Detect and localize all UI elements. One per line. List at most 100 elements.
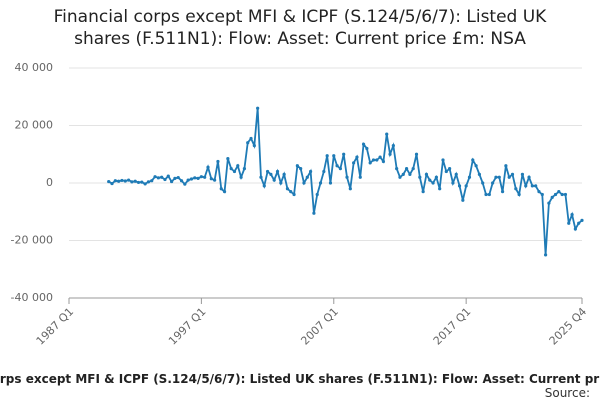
point: [120, 178, 124, 183]
x-tick-label: 1987 Q1: [34, 305, 77, 348]
point: [438, 187, 442, 191]
point: [487, 192, 491, 197]
point: [421, 190, 425, 194]
point: [497, 175, 501, 179]
point: [448, 167, 452, 171]
point: [348, 187, 352, 191]
point: [295, 164, 299, 168]
point: [530, 184, 534, 188]
point: [189, 177, 194, 181]
point: [411, 167, 415, 171]
point: [401, 172, 405, 176]
point: [557, 190, 561, 194]
point: [434, 175, 438, 179]
point: [282, 172, 286, 176]
point: [246, 141, 250, 145]
point: [491, 181, 495, 185]
point: [477, 172, 481, 176]
point: [524, 184, 528, 188]
point: [117, 179, 121, 183]
point: [570, 213, 574, 217]
point: [378, 155, 382, 159]
point: [510, 172, 515, 176]
point: [385, 132, 389, 136]
point: [381, 159, 386, 164]
point: [123, 179, 127, 183]
chart-title: Financial corps except MFI & ICPF (S.124…: [53, 7, 547, 49]
point: [543, 253, 548, 257]
point: [130, 180, 134, 184]
point: [265, 169, 270, 174]
point: [262, 184, 266, 188]
point: [457, 184, 462, 188]
point: [325, 154, 329, 158]
point: [133, 179, 137, 183]
point: [534, 184, 538, 188]
legend-entry: Financial corps except MFI & ICPF (S.124…: [0, 372, 600, 386]
point: [500, 190, 505, 194]
point: [375, 158, 379, 162]
point: [302, 181, 306, 185]
point: [464, 184, 468, 188]
y-tick-label: -20 000: [11, 234, 53, 247]
point: [153, 175, 157, 179]
point: [239, 175, 243, 179]
point: [454, 172, 458, 176]
source: Source:: [544, 386, 590, 400]
point: [520, 172, 525, 176]
point: [441, 158, 445, 162]
point: [352, 161, 356, 165]
y-tick-label: 40 000: [15, 61, 54, 74]
point: [146, 180, 151, 184]
point: [577, 221, 581, 225]
point: [285, 187, 290, 191]
x-tick-label: 2007 Q1: [298, 305, 341, 348]
point: [567, 221, 571, 225]
point: [338, 167, 342, 171]
point: [156, 176, 160, 180]
point: [461, 198, 465, 202]
point: [275, 169, 280, 174]
point: [110, 181, 114, 186]
x-tick-label: 1997 Q1: [166, 305, 209, 348]
point: [203, 175, 207, 179]
point: [259, 175, 263, 179]
point: [335, 164, 339, 168]
point: [517, 192, 521, 197]
point: [199, 175, 203, 179]
point: [143, 182, 147, 186]
point: [431, 181, 435, 185]
point: [222, 190, 227, 194]
point: [467, 175, 472, 179]
point: [398, 175, 402, 179]
point: [404, 167, 409, 171]
point: [309, 169, 313, 174]
point: [527, 175, 531, 179]
point: [226, 156, 230, 161]
point: [444, 169, 448, 174]
point: [173, 176, 177, 180]
x-tick-label: 2017 Q1: [431, 305, 474, 348]
point: [451, 181, 455, 185]
point: [361, 142, 366, 146]
point: [292, 192, 296, 197]
point: [560, 192, 564, 197]
point: [371, 158, 376, 162]
point: [424, 172, 429, 176]
point: [414, 152, 419, 156]
point: [236, 164, 240, 168]
point: [219, 187, 223, 191]
point: [388, 152, 392, 156]
point: [272, 178, 276, 182]
point: [358, 175, 362, 179]
y-tick-label: 20 000: [15, 119, 54, 132]
point: [563, 192, 568, 197]
point: [540, 192, 544, 197]
y-tick-label: -40 000: [11, 291, 53, 304]
point: [547, 201, 551, 205]
point: [484, 192, 488, 197]
point: [256, 106, 260, 110]
point: [242, 167, 247, 171]
